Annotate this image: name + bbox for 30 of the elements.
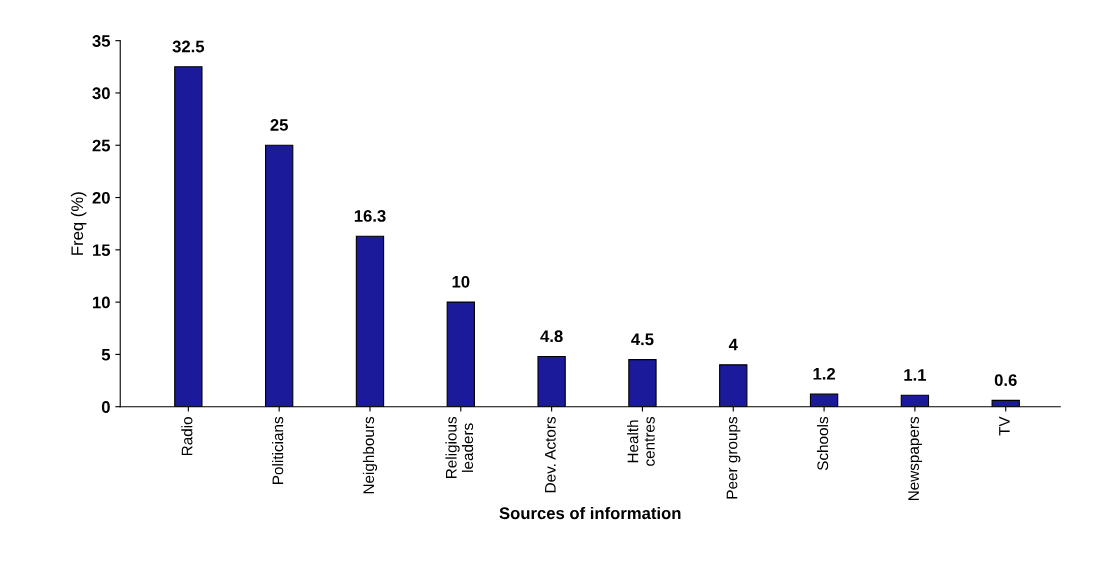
data-label: 25 bbox=[270, 119, 288, 131]
x-tick-label: Health centres bbox=[627, 416, 655, 466]
y-tick-label: 15 bbox=[93, 244, 111, 257]
y-tick-label: 25 bbox=[92, 139, 111, 152]
data-label: 1.1 bbox=[904, 369, 927, 381]
x-tick-label: Peer groups bbox=[726, 416, 741, 499]
data-label: 4.5 bbox=[631, 333, 654, 346]
x-tick-label: TV bbox=[999, 416, 1010, 436]
y-tick-label: 0 bbox=[101, 401, 110, 413]
x-tick-label: Newspapers bbox=[908, 416, 923, 501]
y-tick-label: 35 bbox=[92, 35, 111, 47]
x-tick-label: Radio bbox=[181, 417, 193, 456]
data-label: 32.5 bbox=[172, 40, 205, 53]
y-tick-label: 30 bbox=[92, 87, 110, 100]
x-axis-title: Sources of information bbox=[499, 506, 681, 520]
x-tick-label: Religious leaders bbox=[445, 416, 474, 479]
data-label: 4.8 bbox=[540, 330, 563, 343]
x-tick-label: Schools bbox=[816, 416, 829, 471]
y-tick-label: 20 bbox=[92, 191, 110, 204]
y-tick-label: 5 bbox=[101, 348, 111, 361]
data-label: 10 bbox=[452, 275, 470, 288]
x-tick-label: Dev. Actors bbox=[545, 416, 556, 493]
data-label: 0.6 bbox=[994, 374, 1017, 387]
y-tick-label: 10 bbox=[93, 296, 110, 309]
data-label: 4 bbox=[728, 338, 738, 351]
x-tick-label: Neighbours bbox=[362, 416, 378, 494]
data-label: 1.2 bbox=[813, 367, 835, 380]
y-axis-title: Freq (%) bbox=[70, 192, 87, 255]
x-tick-label: Politicians bbox=[272, 416, 284, 484]
data-label: 16.3 bbox=[354, 210, 386, 222]
